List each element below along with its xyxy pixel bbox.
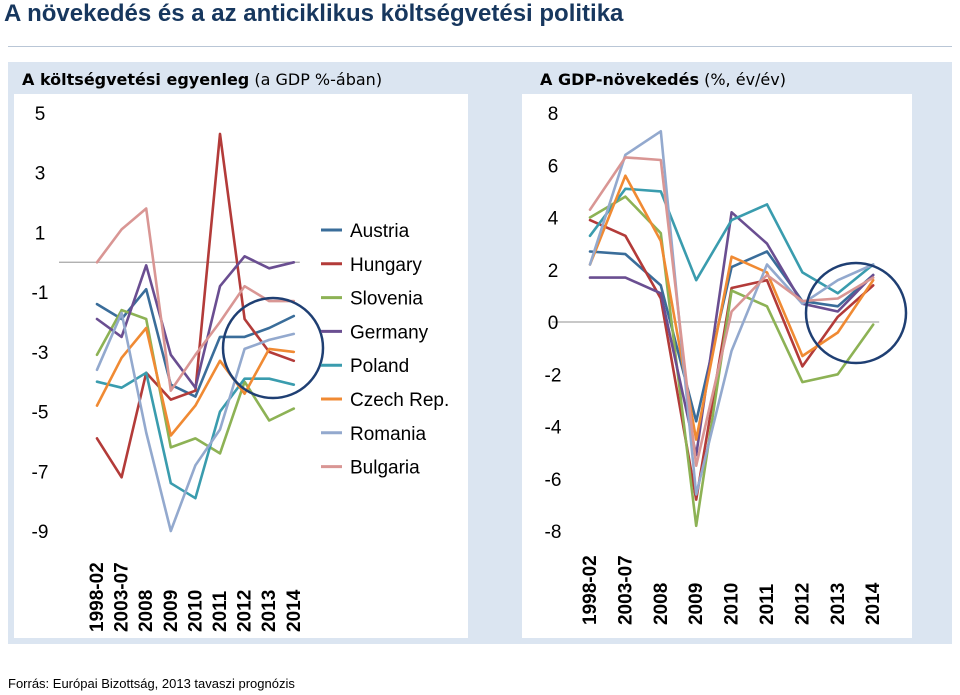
budget-x-category-label: 2012 — [235, 590, 256, 632]
gdp-x-category-label: 2009 — [686, 583, 707, 625]
gdp-series-czech-rep — [588, 174, 875, 441]
gdp-y-tick-label: 2 — [548, 261, 559, 282]
gdp-series-austria — [588, 250, 875, 423]
budget-series-romania — [95, 311, 296, 533]
budget-highlight-circle — [221, 296, 325, 400]
budget-series-poland — [95, 371, 296, 500]
budget-y-tick-label: -9 — [32, 522, 49, 543]
left-chart-title-rest: (a GDP %-ában) — [254, 70, 383, 89]
left-chart-title-bold: A költségvetési egyenleg — [22, 70, 250, 89]
gdp-series-poland — [588, 187, 875, 295]
budget-y-tick-label: -3 — [32, 343, 49, 364]
gdp-y-tick-label: -8 — [545, 522, 562, 543]
budget-x-category-label: 2010 — [185, 590, 206, 632]
gdp-y-tick-label: 8 — [548, 104, 559, 125]
gdp-growth-chart-panel — [522, 94, 912, 638]
budget-x-category-label: 1998-02 — [87, 562, 108, 632]
right-chart-title-rest: (%, év/év) — [704, 70, 786, 89]
gdp-y-tick-label: -4 — [545, 418, 562, 439]
gdp-x-category-label: 2014 — [863, 582, 884, 625]
gdp-x-category-label: 2012 — [792, 583, 813, 625]
title-divider — [8, 46, 952, 47]
budget-y-tick-label: 1 — [35, 223, 46, 244]
right-chart-title-bold: A GDP-növekedés — [540, 70, 700, 89]
page-title: A növekedés és a az anticiklikus költség… — [4, 0, 624, 27]
right-chart-title: A GDP-növekedés (%, év/év) — [540, 70, 786, 89]
gdp-x-category-label: 2003-07 — [615, 555, 636, 625]
budget-x-category-label: 2013 — [259, 590, 280, 632]
budget-x-category-label: 2011 — [210, 590, 231, 632]
gdp-series-germany — [588, 211, 875, 457]
gdp-y-tick-label: 0 — [548, 313, 559, 334]
budget-series-bulgaria — [95, 207, 296, 393]
legend-label: Bulgaria — [350, 458, 420, 479]
gdp-series-romania — [588, 130, 875, 496]
budget-balance-chart-panel — [14, 94, 468, 638]
source-note: Forrás: Európai Bizottság, 2013 tavaszi … — [8, 676, 295, 691]
legend-label: Slovenia — [350, 289, 423, 310]
gdp-series-slovenia — [588, 195, 875, 528]
gdp-x-category-label: 2011 — [757, 583, 778, 625]
budget-y-tick-label: -7 — [32, 462, 49, 483]
gdp-series-bulgaria — [588, 156, 875, 468]
budget-y-tick-label: 3 — [35, 164, 46, 185]
budget-y-tick-label: 5 — [35, 104, 46, 125]
budget-series-hungary — [95, 132, 296, 479]
gdp-y-tick-label: 6 — [548, 156, 559, 177]
gdp-series-hungary — [588, 218, 875, 501]
legend-label: Hungary — [350, 255, 422, 276]
budget-x-category-label: 2014 — [284, 589, 305, 632]
budget-y-tick-label: -5 — [32, 403, 49, 424]
legend-label: Germany — [350, 322, 429, 343]
gdp-x-category-label: 2010 — [722, 583, 743, 625]
legend-label: Romania — [350, 424, 426, 445]
budget-x-category-label: 2003-07 — [112, 562, 133, 632]
budget-y-tick-label: -1 — [32, 283, 49, 304]
gdp-x-category-label: 2013 — [828, 583, 849, 625]
budget-x-category-label: 2008 — [136, 590, 157, 632]
gdp-y-tick-label: 4 — [548, 209, 559, 230]
budget-series-germany — [95, 254, 296, 390]
legend-label: Austria — [350, 221, 410, 242]
legend-label: Poland — [350, 356, 409, 377]
budget-x-category-label: 2009 — [161, 590, 182, 632]
gdp-highlight-circle — [804, 261, 908, 365]
gdp-x-category-label: 1998-02 — [580, 555, 601, 625]
gdp-y-tick-label: -2 — [545, 365, 562, 386]
gdp-y-tick-label: -6 — [545, 470, 562, 491]
legend-label: Czech Rep. — [350, 390, 449, 411]
left-chart-title: A költségvetési egyenleg (a GDP %-ában) — [22, 70, 382, 89]
gdp-x-category-label: 2008 — [651, 583, 672, 625]
